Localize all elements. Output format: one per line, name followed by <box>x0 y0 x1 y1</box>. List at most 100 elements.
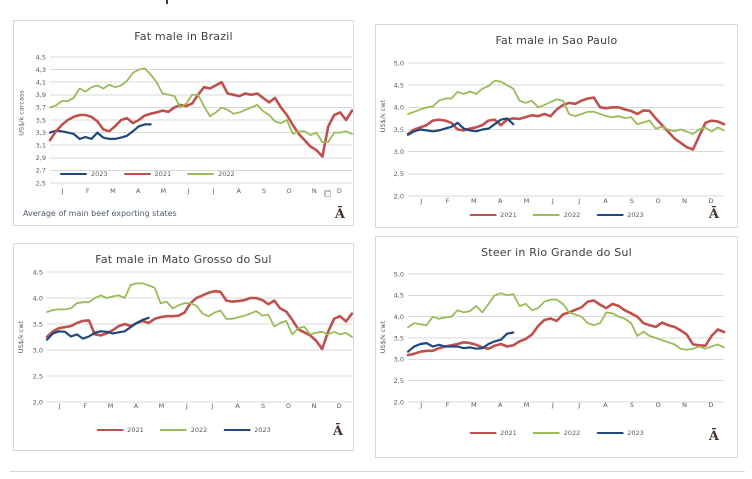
x-tick-label: J <box>186 187 189 195</box>
legend-label: 2023 <box>627 429 644 437</box>
legend-label: 2021 <box>127 426 144 434</box>
x-tick-label: D <box>708 197 713 205</box>
x-tick-label: M <box>471 401 477 409</box>
legend-swatch-2023 <box>60 172 87 176</box>
legend-label: 2023 <box>91 170 108 178</box>
y-tick-label: 2,5 <box>36 179 46 187</box>
legend-item-2023: 2023 <box>223 426 271 434</box>
x-tick-label: F <box>86 187 90 195</box>
x-tick-label: N <box>682 401 687 409</box>
x-tick-label: J <box>185 402 188 410</box>
y-tick-label: 2,5 <box>394 377 404 385</box>
legend-swatch-2023 <box>596 431 624 435</box>
legend-label: 2023 <box>627 211 644 219</box>
y-tick-label: 3,5 <box>394 126 404 134</box>
y-tick-label: 2,0 <box>33 398 43 406</box>
series-line-2021 <box>48 80 353 158</box>
chart-title: Fat male in Brazil <box>134 30 233 43</box>
x-tick-label: S <box>261 402 265 410</box>
x-tick-label: O <box>656 197 661 205</box>
y-tick-label: 2,9 <box>36 154 46 162</box>
y-tick-label: 2,0 <box>394 398 404 406</box>
y-tick-label: 3,0 <box>394 356 404 364</box>
x-tick-label: M <box>160 187 166 195</box>
y-tick-label: 3,5 <box>33 320 43 328</box>
legend-swatch-2023 <box>596 213 624 217</box>
y-tick-label: 2,7 <box>36 167 46 175</box>
chart-title: Steer in Rio Grande do Sul <box>481 246 632 259</box>
x-tick-label: J <box>551 401 554 409</box>
chart-footnote: Average of main beef exporting states <box>23 209 177 218</box>
chart-panel-sao-paulo: Fat male in Sao Paulo US$/k cwt 2,0 2,5 3,… <box>375 24 738 228</box>
legend-item-2022: 2022 <box>159 426 207 434</box>
series-line-2021 <box>406 299 726 357</box>
x-tick-label: A <box>134 402 139 410</box>
series-line-2023 <box>406 117 515 136</box>
legend: 2021 2022 2023 <box>469 211 644 219</box>
y-tick-label: 5,0 <box>394 59 404 67</box>
series-line-2022 <box>49 67 353 143</box>
legend-swatch-2022 <box>187 173 215 175</box>
y-tick-label: 5,0 <box>394 270 404 278</box>
legend-item-2023: 2023 <box>60 170 108 178</box>
x-tick-label: F <box>446 197 450 205</box>
x-tick-label: A <box>498 197 503 205</box>
x-tick-label: M <box>524 197 530 205</box>
y-tick-label: 4,5 <box>394 292 404 300</box>
legend-swatch-2021 <box>469 431 497 435</box>
x-tick-label: D <box>337 187 342 195</box>
x-tick-label: O <box>287 187 292 195</box>
y-tick-label: 4,5 <box>33 268 43 276</box>
y-tick-label: 2,5 <box>33 372 43 380</box>
x-tick-label: N <box>311 402 316 410</box>
series-line-2022 <box>407 79 725 135</box>
series-line-2021 <box>45 289 353 351</box>
legend-item-2022: 2022 <box>532 211 580 219</box>
y-tick-label: 3,5 <box>36 116 46 124</box>
x-tick-label: D <box>337 402 342 410</box>
x-tick-label: J <box>58 402 61 410</box>
legend-item-2022: 2022 <box>187 170 235 178</box>
legend-swatch-2022 <box>159 429 187 431</box>
legend-swatch-2021 <box>96 428 124 432</box>
y-tick-label: 3,0 <box>394 148 404 156</box>
x-tick-label: M <box>110 187 116 195</box>
legend-item-2021: 2021 <box>123 170 171 178</box>
cropped-text-artifact <box>166 0 168 4</box>
plot-area: 2,0 2,5 3,0 3,5 4,0 4,5 5,0 J F M A M J J A S O N D <box>394 270 726 409</box>
y-tick-label: 4,0 <box>33 294 43 302</box>
y-tick-label: 2,5 <box>394 170 404 178</box>
legend-label: 2022 <box>563 429 581 437</box>
y-tick-label: 3,1 <box>36 142 46 150</box>
x-tick-label: J <box>551 197 554 205</box>
x-tick-label: A <box>235 402 240 410</box>
y-tick-label: 4,1 <box>36 79 46 87</box>
x-tick-label: A <box>603 197 608 205</box>
legend-item-2023: 2023 <box>596 429 644 437</box>
y-tick-label: 3,7 <box>36 104 46 112</box>
chart-panel-rio-grande-do-sul: Steer in Rio Grande do Sul US$/k cwt 2,0… <box>375 236 738 458</box>
y-tick-label: 4,5 <box>36 53 46 61</box>
series-line-2023 <box>45 316 150 341</box>
legend-swatch-2022 <box>532 432 560 434</box>
x-tick-label: J <box>210 402 213 410</box>
y-tick-label: 3,5 <box>394 334 404 342</box>
legend-item-2021: 2021 <box>469 429 517 437</box>
watermark-glyph: Ā <box>332 424 343 439</box>
x-tick-label: O <box>656 401 661 409</box>
legend-label: 2021 <box>500 211 517 219</box>
y-tick-label: 2,0 <box>394 192 404 200</box>
x-tick-label: M <box>159 402 165 410</box>
x-tick-label: O <box>286 402 291 410</box>
y-tick-label: 4,0 <box>394 313 404 321</box>
x-tick-label: N <box>682 197 687 205</box>
legend-swatch-2021 <box>469 213 497 217</box>
legend-item-2021: 2021 <box>96 426 144 434</box>
y-tick-label: 4,3 <box>36 66 46 74</box>
x-tick-label: S <box>630 197 634 205</box>
series-line-2023 <box>48 123 152 141</box>
x-tick-label: D <box>708 401 713 409</box>
x-tick-label: A <box>136 187 141 195</box>
x-tick-label: J <box>61 187 64 195</box>
legend-label: 2022 <box>218 170 235 178</box>
